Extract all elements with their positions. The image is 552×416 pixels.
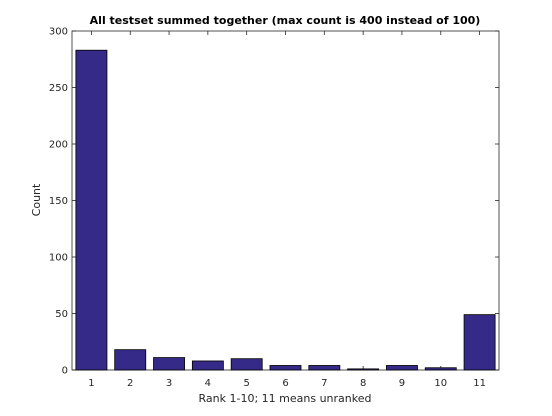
plot-area	[71, 30, 500, 371]
x-tick-label: 8	[360, 378, 366, 389]
y-tick-label: 300	[49, 27, 68, 38]
x-axis-label: Rank 1-10; 11 means unranked	[199, 392, 372, 405]
x-tick-label: 11	[473, 378, 486, 389]
y-axis-label: Count	[30, 183, 43, 216]
bar-rank-7	[308, 365, 341, 371]
bar-rank-9	[386, 365, 418, 371]
bar-rank-4	[191, 360, 224, 371]
x-tick-label: 9	[399, 378, 405, 389]
bar-rank-11	[463, 314, 496, 371]
chart-title: All testset summed together (max count i…	[90, 14, 481, 27]
x-tick-label: 4	[205, 378, 211, 389]
bar-rank-10	[424, 367, 457, 371]
x-tick-label: 10	[434, 378, 447, 389]
x-axis-ticks: 1 2 3 4 5 6 7 8 9 10 11	[88, 31, 486, 389]
y-tick-label: 250	[49, 83, 68, 94]
bar-rank-8	[347, 368, 380, 371]
y-tick-label: 100	[49, 253, 68, 264]
x-tick-label: 3	[166, 378, 172, 389]
x-tick-label: 1	[88, 378, 94, 389]
bar-rank-1	[75, 49, 108, 371]
bar-rank-5	[230, 358, 263, 371]
y-tick-label: 0	[62, 366, 68, 377]
y-tick-label: 50	[55, 309, 68, 320]
bar-rank-6	[269, 365, 302, 371]
bar-series	[75, 49, 496, 371]
bar-rank-3	[153, 357, 185, 371]
x-tick-label: 6	[282, 378, 288, 389]
x-tick-label: 2	[127, 378, 133, 389]
y-axis-ticks: 0 50 100 150 200 250 300	[49, 27, 499, 377]
y-tick-label: 200	[49, 140, 68, 151]
x-tick-label: 7	[321, 378, 327, 389]
y-tick-label: 150	[49, 196, 68, 207]
x-tick-label: 5	[243, 378, 249, 389]
bar-rank-2	[114, 349, 147, 371]
